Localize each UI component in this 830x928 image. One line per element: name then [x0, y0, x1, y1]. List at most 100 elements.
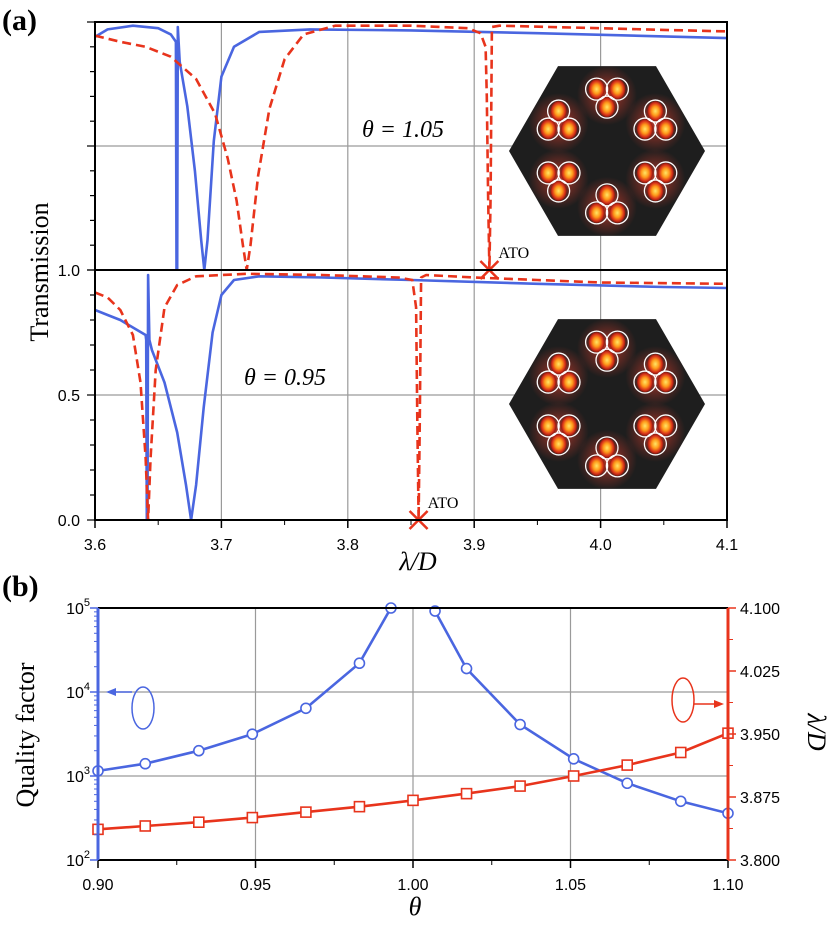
inset-hotspot: [609, 79, 626, 100]
inset-hotspot: [647, 101, 664, 122]
inset-hotspot: [561, 415, 578, 436]
quality-factor-axis-title: Quality factor: [11, 662, 40, 807]
lambda-point: [193, 816, 205, 829]
inset-hotspot: [647, 354, 664, 375]
y-left-tick-label: 103: [66, 765, 90, 786]
x-tick-label-a: 3.6: [84, 537, 106, 554]
inset-hotspot: [657, 372, 674, 393]
inset-hotspot: [540, 415, 557, 436]
inset-glow: [625, 401, 686, 462]
panel-b-ticks: 0.90 0.95 1.00 1.05 1.10 102 103 104 105 3.800 3.8…: [66, 597, 780, 894]
inset-hotspot: [588, 79, 605, 100]
lambda-point: [246, 811, 259, 824]
inset-hotspot: [561, 119, 578, 140]
inset-glow: [528, 346, 589, 407]
inset-rod-outline: [654, 414, 678, 438]
inset-hotspot: [540, 162, 557, 183]
inset-rod-outline: [605, 77, 630, 101]
inset-rod-outline: [546, 352, 571, 376]
x-tick-label-a: 3.7: [210, 537, 232, 554]
ato-label: ATO: [498, 245, 529, 262]
y-right-tick-label: 3.800: [740, 853, 780, 870]
inset-hotspot: [599, 350, 615, 371]
inset-hotspot: [636, 372, 653, 393]
inset-hotspot: [609, 332, 626, 353]
inset-hotspot: [647, 433, 664, 454]
transmission-dashed-series: [95, 24, 727, 270]
inset-hotspot: [540, 119, 557, 140]
y-right-tick-label: 3.875: [740, 790, 780, 807]
y-left-tick-label: 104: [66, 681, 90, 702]
inset-rod-outline: [654, 370, 678, 394]
y-right-tick-label: 4.100: [740, 601, 780, 618]
inset-glow: [577, 176, 637, 237]
inset-hotspot: [550, 433, 567, 454]
inset-glow: [625, 93, 686, 154]
y-right-tick-label: 4.025: [740, 664, 780, 681]
lambda-series-indicator-ellipse: [671, 677, 695, 723]
lambda-point: [139, 820, 152, 832]
inset-rod-outline: [643, 99, 668, 123]
inset-rod-outline: [654, 117, 678, 141]
inset-rod-outline: [605, 201, 630, 225]
inset-hotspot: [636, 415, 653, 436]
inset-rod-outline: [546, 179, 571, 203]
quality-factor-point: [300, 702, 312, 715]
lambda-point: [353, 800, 366, 813]
inset-rod-outline: [557, 370, 581, 394]
inset-glow: [528, 148, 589, 209]
inset-rod-outline: [633, 117, 657, 141]
y-right-tick-label: 3.950: [740, 727, 780, 744]
quality-factor-point: [674, 795, 687, 808]
inset-rod-outline: [584, 201, 609, 225]
panel-a-ticks: [87, 21, 728, 528]
inset-hotspot: [561, 162, 578, 183]
inset-hotspot: [599, 437, 615, 458]
inset-glow: [528, 93, 589, 154]
inset-rod-outline: [557, 414, 581, 438]
lambda-axis-title-b: λ/D: [802, 712, 830, 750]
theta-105-label: θ = 1.05: [362, 117, 444, 143]
inset-rod-outline: [633, 414, 657, 438]
inset-rod-outline: [536, 414, 560, 438]
inset-hotspot: [550, 354, 567, 375]
x-tick-label-b: 1.10: [712, 877, 743, 894]
transmission-solid-series: [95, 24, 727, 270]
panel-b-label: (b): [2, 570, 39, 603]
lambda-point: [567, 770, 580, 782]
transmission-solid-series: [95, 273, 727, 520]
lambda-point: [514, 780, 526, 792]
inset-rod-outline: [557, 117, 581, 141]
inset-rod-outline: [584, 454, 609, 478]
inset-hotspot: [636, 162, 653, 183]
inset-rod-outline: [584, 330, 609, 354]
inset-glow: [528, 401, 589, 462]
x-tick-label-a: 3.8: [337, 537, 359, 554]
inset-rod-outline: [536, 161, 560, 185]
inset-rod-outline: [536, 370, 560, 394]
inset-hotspot: [599, 97, 615, 118]
lambda-axis-title-a: λ/D: [398, 547, 436, 576]
transmission-axis-title: Transmission: [25, 202, 54, 341]
inset-rod-outline: [595, 95, 619, 119]
theta-095-label: θ = 0.95: [244, 365, 326, 391]
q-indicator-arrowhead: [106, 688, 116, 696]
inset-rod-outline: [595, 183, 619, 207]
lambda-point: [300, 806, 312, 818]
y-left-tick-label: 102: [66, 849, 90, 870]
lambda-point: [674, 746, 687, 759]
inset-rod-outline: [633, 370, 657, 394]
inset-hotspot: [657, 415, 674, 436]
ato-label: ATO: [428, 495, 459, 512]
quality-factor-point: [193, 744, 205, 757]
x-tick-label-b: 0.95: [240, 877, 271, 894]
x-tick-label-a: 4.1: [716, 537, 738, 554]
inset-hotspot: [550, 180, 567, 201]
x-tick-label-b: 1.05: [555, 877, 586, 894]
inset-hotspot: [647, 180, 664, 201]
quality-factor-point: [246, 728, 259, 740]
theta-axis-title: θ: [409, 892, 422, 921]
quality-factor-point: [621, 777, 634, 790]
inset-rod-outline: [557, 161, 581, 185]
inset-rod-outline: [595, 436, 619, 460]
